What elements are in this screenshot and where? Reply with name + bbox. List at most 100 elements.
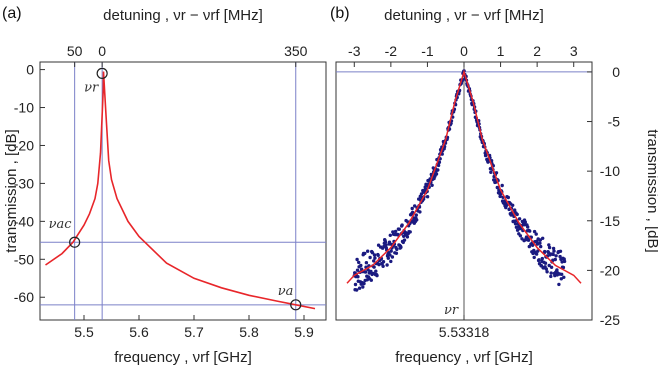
panel-b-data-point (544, 267, 548, 271)
panel-b-xtick-label-0: 5.53318 (439, 324, 490, 340)
panel-b-data-point (532, 229, 537, 234)
panel-b-data-point (376, 253, 380, 257)
panel-b-data-point (495, 185, 499, 190)
panel-b-data-point (515, 228, 520, 232)
panel-b-ylabel: transmission , [dB] (644, 129, 658, 252)
panel-a-ytick-label-5: -50 (14, 251, 34, 267)
panel-a-xtick-label-1: 5.6 (129, 324, 149, 340)
panel-b-data-point (372, 253, 377, 257)
panel-b-data-point (551, 252, 555, 257)
panel-a-transmission-line (45, 71, 316, 310)
panel-a-xtick-label-4: 5.9 (294, 324, 314, 340)
panel-b-data-point (557, 282, 561, 287)
panel-b-data-point (415, 218, 419, 222)
panel-a-top-label: detuning , νr − νrf [MHz] (103, 7, 263, 24)
panel-a-xtick-label-0: 5.5 (74, 324, 94, 340)
panel-b-toptick-label-4: 1 (497, 43, 505, 59)
panel-b-marker-label-0: νr (444, 303, 459, 318)
panel-b-data-point (545, 270, 549, 274)
panel-b-data-point (383, 240, 388, 244)
panel-b-data-point (364, 261, 369, 265)
panel-a-toptick-label-1: 0 (98, 43, 106, 59)
panel-b-data-point (359, 263, 363, 268)
panel-a-xtick-label-3: 5.8 (239, 324, 259, 340)
panel-b-data-point (369, 278, 373, 282)
panel-b-data-point (386, 256, 390, 260)
panel-b-data-point (353, 282, 358, 287)
panel-b-data-point (355, 268, 360, 272)
panel-b-data-point (372, 259, 376, 263)
panel-b-data-point (381, 260, 386, 264)
panel-b-data-point (370, 251, 375, 255)
panel-b-toptick-label-2: -1 (421, 43, 434, 59)
panel-b-fit-line (346, 69, 582, 284)
panel-b-data-point (558, 249, 563, 253)
panel-b-ytick-label-0: 0 (612, 64, 620, 80)
panel-b-data-point (419, 192, 424, 196)
panel-b-data-point (523, 220, 527, 224)
panel-a-marker-circle-2 (290, 299, 302, 311)
panel-b-data-point (539, 244, 543, 249)
panel-b-data-point (513, 222, 518, 226)
panel-b-data-point (534, 232, 538, 236)
panel-b-data-point (357, 260, 361, 265)
panel-b-data-point (385, 263, 389, 267)
panel-b-data-point (530, 243, 535, 247)
panel-b-data-point (362, 281, 366, 286)
panel-b-data-point (552, 249, 556, 253)
panel-b-data-point (547, 263, 551, 268)
panel-b-data-point (526, 225, 530, 229)
panel-a-ytick-label-4: -40 (14, 213, 34, 229)
panel-b-toptick-label-3: 0 (460, 43, 468, 59)
panel-b-data-point (390, 255, 395, 259)
panel-b-data-point (515, 212, 519, 217)
panel-b-data-point (355, 288, 359, 292)
panel-b-data-point (562, 275, 566, 279)
panel-b-data-point (513, 208, 517, 212)
panel-b-data-point (413, 204, 417, 208)
panel-b-data-point (369, 269, 373, 274)
panel-b-data-point (395, 247, 399, 252)
panel-b-data-point (389, 249, 393, 253)
panel-b-data-point (356, 275, 360, 279)
panel-b-xlabel: frequency , νrf [GHz] (395, 349, 533, 366)
panel-a-tag: (a) (2, 5, 22, 22)
panel-b-data-point (547, 243, 551, 247)
panel-a-ytick-label-0: 0 (26, 62, 34, 78)
panel-b-data-point (540, 256, 544, 261)
panel-b-data-point (555, 268, 559, 272)
panel-b-data-point (528, 229, 532, 233)
panel-b-data-point (388, 253, 392, 257)
panel-b-data-point (436, 168, 440, 172)
panel-b-data-point (357, 286, 362, 290)
panel-b-data-point (399, 245, 403, 249)
panel-b-data-point (377, 262, 381, 267)
panel-b-data-point (537, 258, 541, 262)
panel-a-ytick-label-1: -10 (14, 100, 34, 116)
panel-b-data-point (541, 236, 545, 240)
panel-b-data-point (511, 203, 515, 207)
panel-b-data-point (384, 243, 388, 247)
panel-b-data-point (534, 252, 539, 256)
panel-b-data-point (483, 153, 488, 158)
panel-b-data-point (425, 195, 430, 199)
panel-b-data-point (559, 277, 563, 281)
panel-a-toptick-label-0: 50 (67, 43, 83, 59)
panel-b-data-point (561, 265, 566, 270)
panel-b-data-point (387, 240, 392, 244)
panel-a-ytick-label-3: -30 (14, 175, 34, 191)
panel-b-data-point (549, 265, 554, 269)
panel-b-data-point (393, 229, 398, 234)
panel-a-marker-label-0: νr (84, 80, 99, 95)
panel-b-data-point (410, 206, 414, 211)
panel-b-data-point (500, 183, 504, 188)
panel-b-top-label: detuning , νr − νrf [MHz] (384, 7, 544, 24)
panel-b-data-point (402, 238, 407, 242)
panel-b-data-point (355, 257, 359, 262)
panel-b-data-point (536, 249, 540, 253)
panel-a-marker-label-1: νac (49, 217, 73, 232)
panel-b-data-point (506, 195, 510, 200)
panel-b-data-point (543, 261, 548, 265)
panel-b-data-point (543, 249, 547, 254)
